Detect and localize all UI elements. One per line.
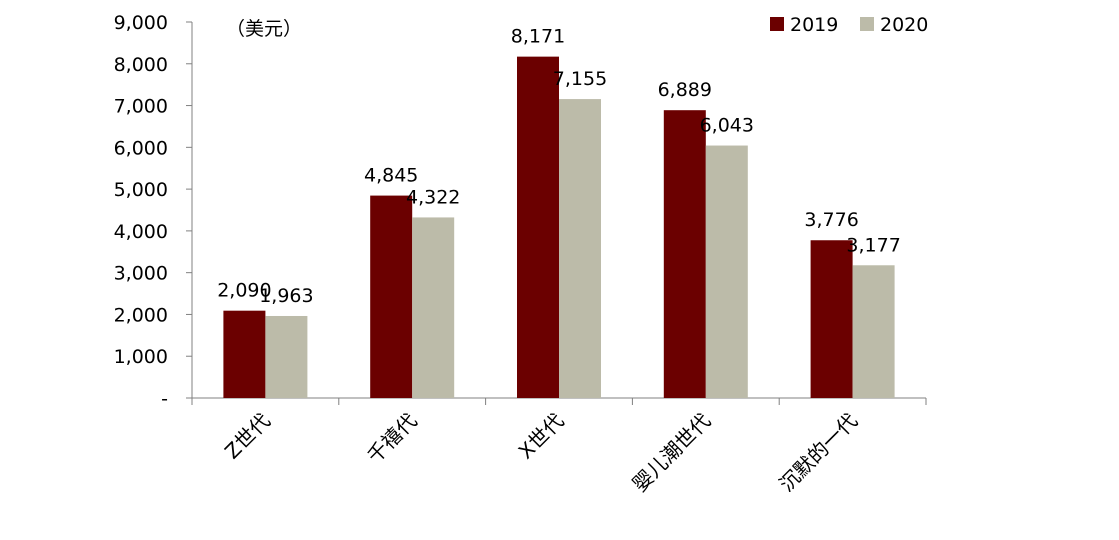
y-tick-label: 8,000 <box>114 54 168 76</box>
y-axis: - 1,000 2,000 3,000 4,000 5,000 6,000 7,000 8,00… <box>114 12 193 410</box>
data-label: 2,090 <box>217 280 271 302</box>
y-tick-label: 7,000 <box>114 96 168 118</box>
x-category-label: X世代 <box>514 409 569 464</box>
y-tick-label: 2,000 <box>114 304 168 326</box>
bar-2020 <box>265 315 308 398</box>
bar-2019 <box>223 310 266 398</box>
bar-2019 <box>810 240 853 398</box>
x-category-label: 千禧代 <box>362 409 421 468</box>
bar-2020 <box>852 265 895 398</box>
legend-swatch <box>860 17 874 31</box>
data-label: 4,845 <box>364 165 418 187</box>
data-label: 3,776 <box>804 209 858 231</box>
legend: 2019 2020 <box>770 14 928 36</box>
y-tick-label: 5,000 <box>114 179 168 201</box>
unit-label: （美元） <box>226 18 302 40</box>
bar-2020 <box>705 145 748 398</box>
y-tick-label: 3,000 <box>114 263 168 285</box>
bar-2020 <box>412 217 455 398</box>
data-label: 6,043 <box>700 115 754 137</box>
data-label: 6,889 <box>658 79 712 101</box>
x-axis: Z世代 千禧代 X世代 婴儿潮世代 沉默的一代 <box>191 397 927 497</box>
y-tick-label: 1,000 <box>114 346 168 368</box>
data-label: 8,171 <box>511 26 565 48</box>
legend-label: 2020 <box>880 14 928 36</box>
y-tick-label: 9,000 <box>114 12 168 34</box>
data-label: 1,963 <box>259 285 313 307</box>
y-tick-label: - <box>161 388 168 410</box>
y-tick-label: 4,000 <box>114 221 168 243</box>
bar-2019 <box>370 195 413 398</box>
data-labels: 2,090 4,845 8,171 6,889 3,776 1,963 4,322 7,155… <box>217 26 901 307</box>
bars <box>223 56 895 399</box>
legend-swatch <box>770 17 784 31</box>
y-tick-label: 6,000 <box>114 137 168 159</box>
data-label: 4,322 <box>406 186 460 208</box>
bar-2019 <box>517 56 559 398</box>
x-category-label: Z世代 <box>220 409 275 464</box>
x-category-label: 婴儿潮世代 <box>628 409 716 497</box>
legend-label: 2019 <box>790 14 838 36</box>
bar-2019 <box>663 110 706 399</box>
data-label: 3,177 <box>846 234 900 256</box>
x-category-label: 沉默的一代 <box>774 409 862 497</box>
bar-2020 <box>559 99 601 398</box>
data-label: 7,155 <box>553 68 607 90</box>
